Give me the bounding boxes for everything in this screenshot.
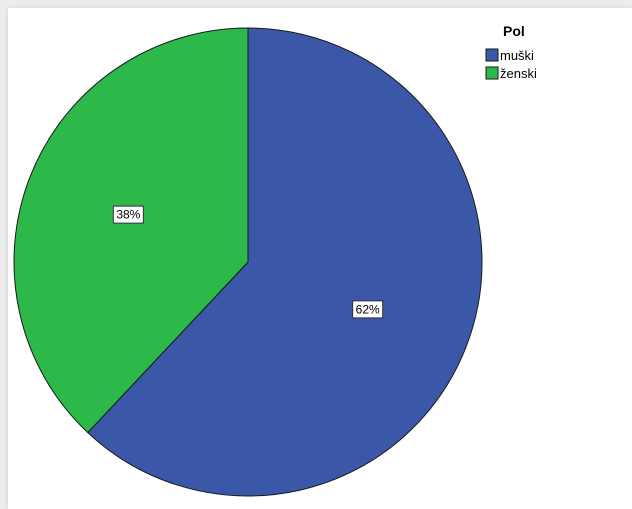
pie-slice-0 xyxy=(87,27,483,497)
legend: Pol muški ženski xyxy=(485,23,537,81)
legend-title: Pol xyxy=(503,23,525,39)
legend-swatch-0 xyxy=(485,48,499,62)
pie-slices xyxy=(13,27,483,497)
legend-label-0: muški xyxy=(500,48,534,63)
legend-label-1: ženski xyxy=(500,66,537,81)
slice-value-text-1: 38% xyxy=(116,208,140,222)
legend-swatch-1 xyxy=(485,66,499,80)
pie-slice-1 xyxy=(13,27,249,434)
slice-value-label-0: 62% xyxy=(352,300,384,319)
slice-value-box-0 xyxy=(352,300,384,319)
slice-value-label-1: 38% xyxy=(112,205,144,224)
pie-slice-labels: 62% 38% xyxy=(112,205,384,319)
slice-value-text-0: 62% xyxy=(356,302,380,316)
slice-value-box-1 xyxy=(112,205,144,224)
